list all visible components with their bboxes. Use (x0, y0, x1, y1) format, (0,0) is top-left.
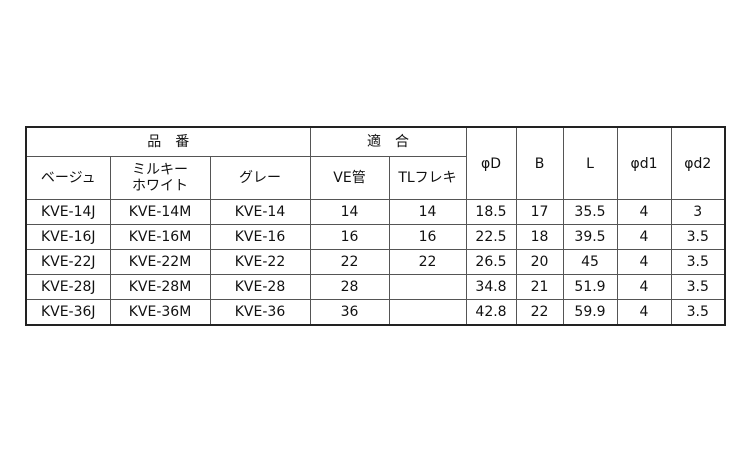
B-header: B (515, 126, 564, 200)
cell-B: 20 (515, 249, 564, 275)
cell-tl-flex (388, 299, 467, 326)
cell-B: 21 (515, 274, 564, 300)
cell-phiD: 34.8 (465, 274, 517, 300)
part-number-header: 品 番 (25, 126, 311, 157)
phiD-header: φD (465, 126, 517, 200)
cell-beige: KVE-36J (25, 299, 111, 326)
cell-tl-flex: 22 (388, 249, 467, 275)
cell-L: 45 (562, 249, 618, 275)
table-row: KVE-28J KVE-28M KVE-28 28 34.8 21 51.9 4 3.5 (25, 274, 726, 300)
cell-beige: KVE-14J (25, 199, 111, 225)
cell-L: 59.9 (562, 299, 618, 326)
spec-table: 品 番 適 合 φD B L φd1 φd2 ベージュ ミルキーホワイト グレー… (25, 126, 726, 326)
table-row: KVE-22J KVE-22M KVE-22 22 22 26.5 20 45 4 3.5 (25, 249, 726, 275)
milky-white-header: ミルキーホワイト (109, 156, 211, 200)
cell-ve-pipe: 36 (309, 299, 390, 326)
cell-ve-pipe: 28 (309, 274, 390, 300)
cell-milky-white: KVE-22M (109, 249, 211, 275)
milky-white-label: ミルキーホワイト (132, 162, 188, 194)
cell-phiD: 22.5 (465, 224, 517, 250)
cell-phid1: 4 (616, 274, 672, 300)
cell-phid2: 3 (670, 199, 726, 225)
cell-phid2: 3.5 (670, 249, 726, 275)
cell-phiD: 26.5 (465, 249, 517, 275)
cell-beige: KVE-16J (25, 224, 111, 250)
cell-ve-pipe: 22 (309, 249, 390, 275)
cell-phid1: 4 (616, 249, 672, 275)
cell-phiD: 18.5 (465, 199, 517, 225)
compatible-header: 適 合 (309, 126, 467, 157)
cell-phid1: 4 (616, 299, 672, 326)
cell-phid2: 3.5 (670, 224, 726, 250)
cell-phiD: 42.8 (465, 299, 517, 326)
cell-phid1: 4 (616, 199, 672, 225)
cell-L: 51.9 (562, 274, 618, 300)
L-header: L (562, 126, 618, 200)
table-row: KVE-16J KVE-16M KVE-16 16 16 22.5 18 39.5 4 3.5 (25, 224, 726, 250)
cell-L: 35.5 (562, 199, 618, 225)
cell-milky-white: KVE-36M (109, 299, 211, 326)
phid1-header: φd1 (616, 126, 672, 200)
ve-pipe-header: VE管 (309, 156, 390, 200)
cell-beige: KVE-28J (25, 274, 111, 300)
cell-B: 22 (515, 299, 564, 326)
cell-L: 39.5 (562, 224, 618, 250)
cell-B: 18 (515, 224, 564, 250)
beige-header: ベージュ (25, 156, 111, 200)
tl-flex-header: TLフレキ (388, 156, 467, 200)
cell-milky-white: KVE-16M (109, 224, 211, 250)
cell-phid1: 4 (616, 224, 672, 250)
table-row: KVE-36J KVE-36M KVE-36 36 42.8 22 59.9 4 3.5 (25, 299, 726, 326)
cell-phid2: 3.5 (670, 274, 726, 300)
cell-gray: KVE-36 (209, 299, 311, 326)
cell-phid2: 3.5 (670, 299, 726, 326)
cell-ve-pipe: 16 (309, 224, 390, 250)
cell-ve-pipe: 14 (309, 199, 390, 225)
gray-header: グレー (209, 156, 311, 200)
table-row: KVE-14J KVE-14M KVE-14 14 14 18.5 17 35.5 4 3 (25, 199, 726, 225)
cell-tl-flex: 16 (388, 224, 467, 250)
cell-gray: KVE-16 (209, 224, 311, 250)
cell-beige: KVE-22J (25, 249, 111, 275)
cell-gray: KVE-14 (209, 199, 311, 225)
phid2-header: φd2 (670, 126, 726, 200)
cell-milky-white: KVE-14M (109, 199, 211, 225)
cell-tl-flex: 14 (388, 199, 467, 225)
cell-tl-flex (388, 274, 467, 300)
cell-gray: KVE-28 (209, 274, 311, 300)
cell-gray: KVE-22 (209, 249, 311, 275)
cell-milky-white: KVE-28M (109, 274, 211, 300)
cell-B: 17 (515, 199, 564, 225)
